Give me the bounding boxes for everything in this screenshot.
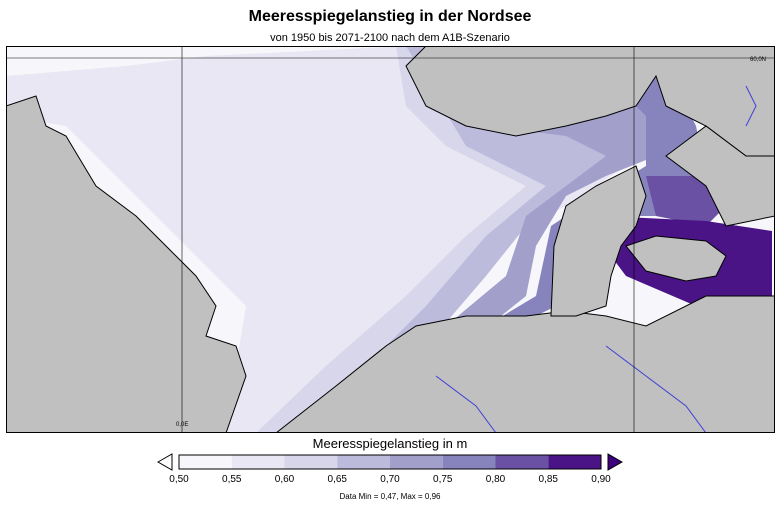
lat-label: 60,0N (750, 57, 766, 63)
zone-080 (646, 176, 726, 226)
rivers (435, 85, 757, 433)
river (435, 375, 497, 433)
map-subtitle: von 1950 bis 2071-2100 nach dem A1B-Szen… (270, 32, 510, 44)
colorbar-frame (178, 454, 602, 470)
map-title: Meeresspiegelanstieg in der Nordsee (248, 8, 532, 25)
colorbar-tick-label: 0,80 (485, 474, 506, 485)
colorbar-bin (495, 455, 549, 469)
zone-070 (346, 46, 666, 433)
lon-label: 0,0E (176, 422, 188, 428)
colorbar-bin (284, 455, 338, 469)
colorbar-tick-label: 0,90 (591, 474, 611, 485)
colorbar-tick-label: 0,70 (380, 474, 400, 485)
colorbar-bin (231, 455, 285, 469)
map-frame (6, 46, 775, 433)
colorbar-tick-label: 0,75 (433, 474, 453, 485)
land (6, 46, 775, 433)
colorbar-tick-label: 0,60 (274, 474, 295, 485)
colorbar-bin (179, 455, 232, 469)
colorbar-bin (548, 455, 601, 469)
colorbar-tick-label: 0,50 (169, 474, 189, 485)
colorbar-bin (442, 455, 496, 469)
under-arrow (156, 453, 173, 471)
colorbar-bin (390, 455, 443, 469)
river (745, 85, 757, 127)
colorbar-tick-label: 0,65 (327, 474, 347, 485)
river (605, 345, 707, 433)
land-britain (6, 95, 247, 433)
legend-title: Meeresspiegelanstieg in m (312, 436, 468, 451)
land-islands (625, 235, 727, 282)
colorbar-tick-label: 0,55 (222, 474, 242, 485)
colorbar-bin (337, 455, 390, 469)
over-arrow (607, 453, 624, 471)
zone-065 (306, 46, 636, 433)
colorbar-tick-label: 0,85 (538, 474, 558, 485)
colorbar (156, 453, 624, 471)
land-sweden (665, 125, 775, 227)
sea-level-map: 0,0E 60,0N (6, 46, 775, 433)
data-min-max: Data Min = 0,47, Max = 0,96 (339, 492, 441, 501)
land-jutland (550, 165, 647, 317)
